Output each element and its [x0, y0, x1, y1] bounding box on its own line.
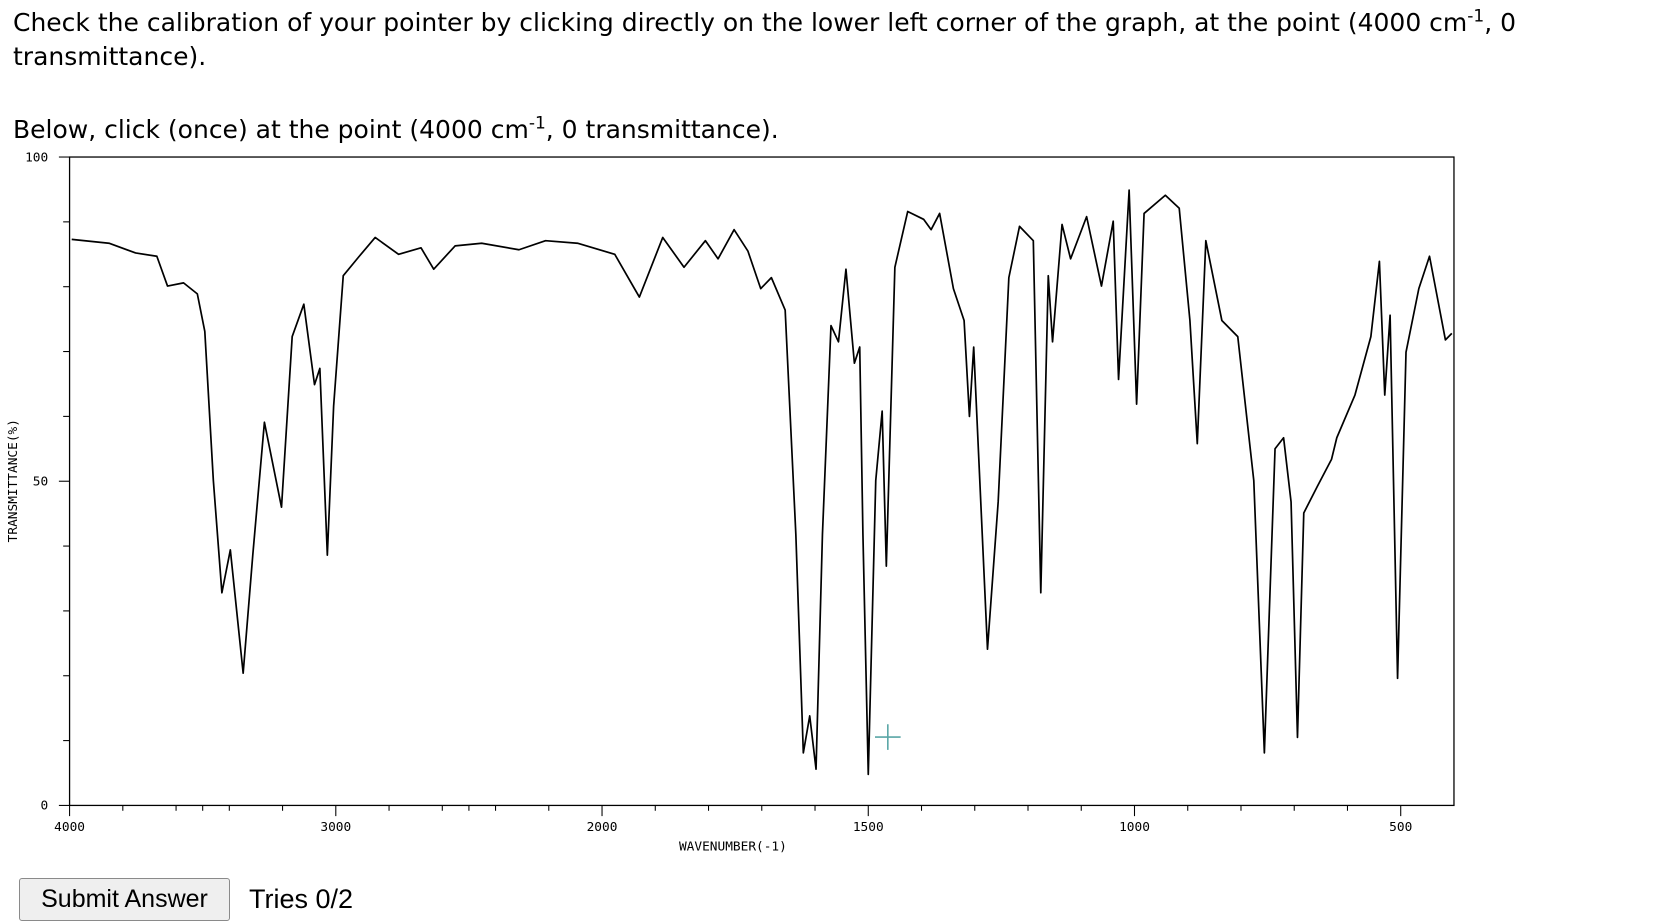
prompt-text: , 0 transmittance).: [13, 8, 1517, 71]
prompt: Check the calibration of your pointer by…: [13, 6, 1653, 74]
instruction-sup: -1: [528, 113, 546, 134]
cursor-crosshair: [875, 724, 901, 750]
x-tick-label: 2000: [587, 820, 618, 835]
y-tick-label: 0: [40, 799, 48, 814]
instruction-text: Below, click (once) at the point (4000 c…: [13, 115, 529, 144]
x-axis-label: WAVENUMBER(-1): [679, 839, 787, 854]
x-tick-label: 1000: [1119, 820, 1150, 835]
y-tick-label: 50: [33, 475, 48, 490]
prompt-text: Check the calibration of your pointer by…: [13, 8, 1468, 37]
spectrum-line: [71, 189, 1453, 776]
x-tick-label: 4000: [54, 820, 85, 835]
x-tick-label: 1500: [853, 820, 884, 835]
tries-counter: Tries 0/2: [249, 884, 354, 914]
instruction: Below, click (once) at the point (4000 c…: [13, 113, 1653, 147]
x-tick-label: 3000: [320, 820, 351, 835]
submit-button[interactable]: Submit Answer: [19, 878, 230, 921]
x-tick-label: 500: [1389, 820, 1412, 835]
instruction-text: , 0 transmittance).: [545, 115, 779, 144]
plot-frame: [68, 156, 1455, 807]
y-tick-label: 100: [25, 150, 48, 165]
prompt-sup: -1: [1467, 6, 1485, 27]
y-axis-label: TRANSMITTANCE(%): [6, 419, 21, 542]
